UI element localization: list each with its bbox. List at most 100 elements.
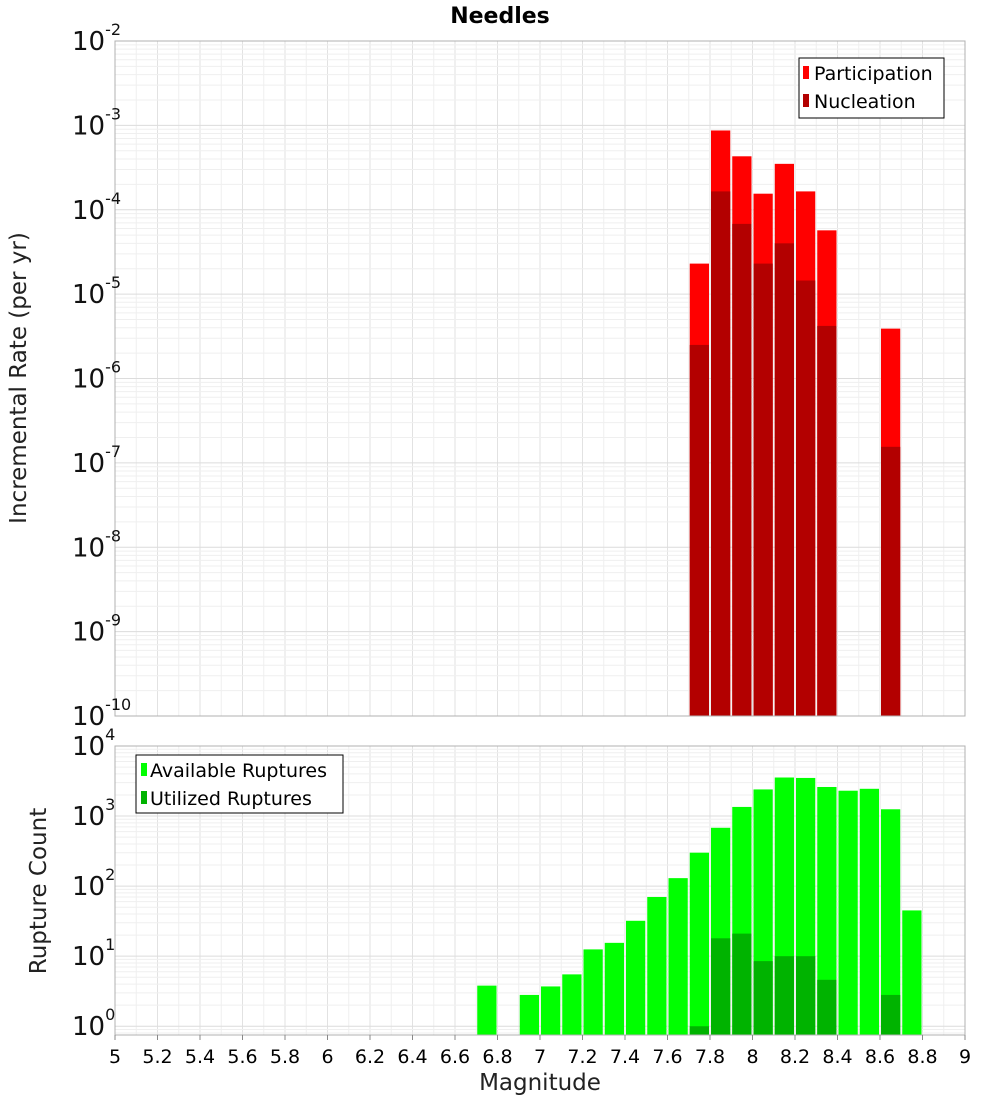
bottom-bars <box>477 777 922 1035</box>
top-y-tick-label-8: 10-2 <box>72 20 121 57</box>
bottom-x-tick-label-0: 5 <box>109 1046 121 1068</box>
bottom-y-tick-base: 10 <box>72 802 105 832</box>
bottom-x-tick-label-18: 8.6 <box>865 1046 895 1068</box>
bottom-bar-available-ruptures-17 <box>838 790 858 1035</box>
bottom-bar-utilized-ruptures-16 <box>817 979 837 1035</box>
bottom-x-tick-label-13: 7.6 <box>652 1046 682 1068</box>
top-bar-nucleation-5 <box>796 280 816 716</box>
bottom-x-tick-label-20: 9 <box>959 1046 971 1068</box>
bottom-bar-available-ruptures-18 <box>859 788 879 1035</box>
bottom-x-tick-label-19: 8.8 <box>907 1046 937 1068</box>
bottom-bar-available-ruptures-6 <box>604 942 624 1035</box>
bottom-bar-available-ruptures-3 <box>541 986 561 1035</box>
top-y-tick-label-6: 10-4 <box>72 189 121 226</box>
top-bar-nucleation-9 <box>881 446 901 716</box>
top-y-axis-label: Incremental Rate (per yr) <box>6 232 32 524</box>
bottom-bar-available-ruptures-8 <box>647 896 667 1035</box>
bottom-x-tick-label-2: 5.4 <box>185 1046 215 1068</box>
top-y-tick-label-4: 10-6 <box>72 358 121 395</box>
top-bar-nucleation-0 <box>689 344 709 716</box>
legend-label-nucleation: Nucleation <box>814 91 916 113</box>
bottom-x-tick-label-9: 6.8 <box>482 1046 512 1068</box>
top-y-tick-exp: -10 <box>105 695 131 714</box>
x-axis-label: Magnitude <box>479 1070 601 1096</box>
bottom-x-tick-label-7: 6.4 <box>397 1046 427 1068</box>
top-bars <box>689 130 901 717</box>
top-plot-border <box>114 40 966 717</box>
legend-swatch-nucleation <box>803 94 809 107</box>
bottom-bar-utilized-ruptures-13 <box>753 961 773 1035</box>
bottom-bar-utilized-ruptures-11 <box>711 938 731 1035</box>
bottom-x-tick-label-4: 5.8 <box>270 1046 300 1068</box>
bottom-y-tick-base: 10 <box>72 942 105 972</box>
bottom-y-tick-label-1: 101 <box>72 935 115 972</box>
bottom-x-tick-label-3: 5.6 <box>227 1046 257 1068</box>
top-y-tick-base: 10 <box>72 27 105 57</box>
bottom-x-tick-label-17: 8.4 <box>822 1046 852 1068</box>
top-legend-box <box>798 57 945 119</box>
bottom-y-tick-exp: 0 <box>105 1005 115 1024</box>
top-y-tick-base: 10 <box>72 280 105 310</box>
bottom-x-tick-label-1: 5.2 <box>142 1046 172 1068</box>
bottom-legend: Available Ruptures Utilized Ruptures <box>135 754 344 814</box>
bottom-x-tick-label-12: 7.4 <box>610 1046 640 1068</box>
top-y-tick-base: 10 <box>72 196 105 226</box>
top-y-tick-exp: -6 <box>105 358 121 377</box>
legend-swatch-participation <box>803 66 809 79</box>
bottom-y-tick-base: 10 <box>72 872 105 902</box>
top-y-tick-label-1: 10-9 <box>72 611 121 648</box>
bottom-x-tick-label-6: 6.2 <box>355 1046 385 1068</box>
bottom-bar-available-ruptures-9 <box>668 878 688 1035</box>
bottom-x-ticks: 5 5.2 5.4 5.6 5.8 6 6.2 6.4 6.6 6.8 7 7.2 7.4 7.6 7.8 8… <box>109 1035 971 1068</box>
top-y-tick-base: 10 <box>72 111 105 141</box>
top-y-tick-exp: -9 <box>105 611 121 630</box>
top-y-tick-base: 10 <box>72 449 105 479</box>
top-bar-nucleation-6 <box>817 325 837 716</box>
top-legend: Participation Nucleation <box>798 57 945 119</box>
top-y-tick-label-5: 10-5 <box>72 273 121 310</box>
bottom-x-tick-label-10: 7 <box>534 1046 546 1068</box>
top-y-tick-base: 10 <box>72 618 105 648</box>
legend-swatch-available <box>141 763 147 776</box>
top-bar-nucleation-2 <box>732 223 752 716</box>
bottom-y-tick-exp: 4 <box>105 725 115 744</box>
top-y-tick-exp: -8 <box>105 526 121 545</box>
bottom-y-tick-base: 10 <box>72 1012 105 1042</box>
top-bar-nucleation-3 <box>753 263 773 716</box>
bottom-y-tick-exp: 1 <box>105 935 115 954</box>
bottom-bar-available-ruptures-7 <box>626 920 646 1035</box>
bottom-y-tick-exp: 2 <box>105 865 115 884</box>
bottom-legend-box <box>135 754 344 814</box>
top-y-tick-base: 10 <box>72 702 105 732</box>
bottom-y-tick-base: 10 <box>72 732 105 762</box>
bottom-bar-available-ruptures-10 <box>689 852 709 1035</box>
bottom-x-tick-label-5: 6 <box>321 1046 333 1068</box>
bottom-x-tick-label-16: 8.2 <box>780 1046 810 1068</box>
bottom-y-tick-label-2: 102 <box>72 865 115 902</box>
bottom-y-tick-exp: 3 <box>105 795 115 814</box>
bottom-y-tick-label-3: 103 <box>72 795 115 832</box>
legend-label-participation: Participation <box>814 63 933 85</box>
bottom-bar-utilized-ruptures-12 <box>732 933 752 1035</box>
chart-title: Needles <box>450 4 550 29</box>
top-y-tick-exp: -5 <box>105 273 121 292</box>
bottom-bar-available-ruptures-0 <box>477 985 497 1035</box>
bottom-y-tick-label-4: 104 <box>72 725 115 762</box>
top-y-tick-base: 10 <box>72 533 105 563</box>
top-bar-nucleation-4 <box>774 243 794 717</box>
legend-swatch-utilized <box>141 791 147 804</box>
bottom-x-tick-label-15: 8 <box>746 1046 758 1068</box>
bottom-bar-utilized-ruptures-19 <box>881 994 901 1035</box>
top-y-tick-exp: -2 <box>105 20 121 39</box>
bottom-bar-available-ruptures-4 <box>562 974 582 1035</box>
bottom-x-tick-label-14: 7.8 <box>695 1046 725 1068</box>
bottom-x-tick-label-11: 7.2 <box>567 1046 597 1068</box>
bottom-bar-available-ruptures-2 <box>519 994 539 1035</box>
bottom-y-axis-label: Rupture Count <box>26 808 52 974</box>
top-y-tick-exp: -3 <box>105 104 121 123</box>
legend-label-available: Available Ruptures <box>150 760 327 782</box>
